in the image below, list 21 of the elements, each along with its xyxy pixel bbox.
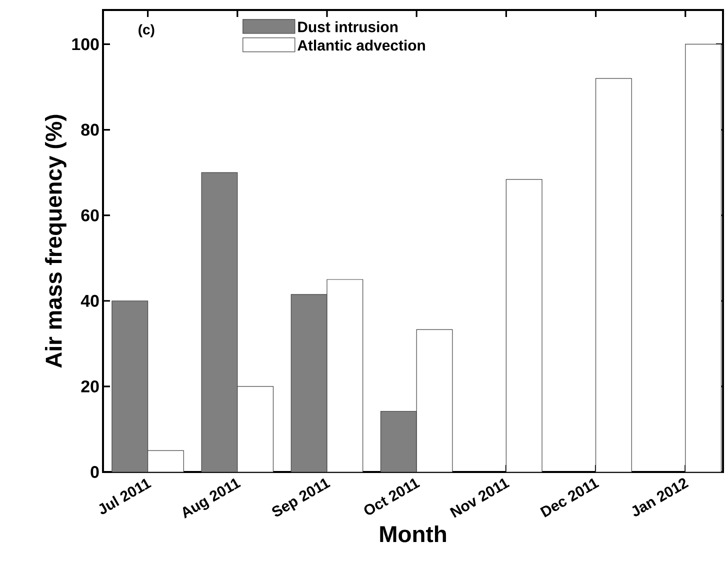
bar: [506, 179, 542, 472]
y-tick-label: 80: [81, 124, 99, 136]
bar: [595, 78, 632, 472]
x-tick-label: Sep 2011: [272, 478, 331, 516]
x-tick-label: Jul 2011: [99, 478, 152, 514]
annotation: (c): [138, 24, 154, 38]
x-axis-title: Month: [380, 525, 446, 542]
y-tick-label: 60: [81, 209, 99, 222]
x-tick-label: Dec 2011: [540, 478, 600, 518]
x-tick-label: Oct 2011: [364, 478, 420, 515]
bar: [685, 44, 722, 472]
y-tick-label: 100: [72, 38, 99, 50]
y-tick-label: 20: [81, 380, 99, 392]
y-tick-label: 0: [90, 466, 99, 478]
legend-label: Dust intrusion: [298, 21, 398, 32]
x-tick-label: Aug 2011: [182, 478, 241, 518]
y-axis-title: Air mass frequency (%): [45, 114, 66, 368]
legend-label: Atlantic advection: [298, 40, 425, 51]
y-tick-label: 40: [80, 294, 99, 307]
x-tick-label: Jan 2012: [632, 478, 689, 516]
x-tick-label: Nov 2011: [450, 478, 510, 518]
